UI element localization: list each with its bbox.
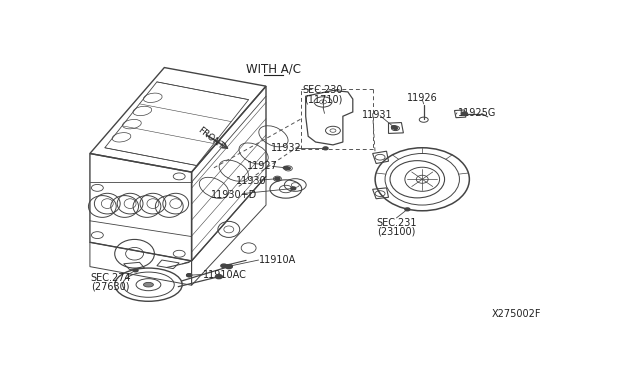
Text: 11910AC: 11910AC — [203, 270, 247, 280]
Text: WITH A/C: WITH A/C — [246, 62, 301, 76]
Text: 11926: 11926 — [407, 93, 438, 103]
Circle shape — [291, 187, 296, 190]
Text: SEC.230: SEC.230 — [303, 86, 343, 96]
Circle shape — [216, 275, 222, 279]
Text: 11930: 11930 — [236, 176, 266, 186]
Text: X275002F: X275002F — [492, 309, 541, 319]
Circle shape — [221, 264, 227, 267]
Text: (23100): (23100) — [377, 227, 415, 236]
Text: 11925G: 11925G — [458, 108, 497, 118]
Circle shape — [394, 127, 397, 129]
Circle shape — [275, 177, 280, 180]
Text: (27630): (27630) — [92, 282, 130, 292]
Text: SEC.274: SEC.274 — [90, 273, 131, 283]
Circle shape — [187, 274, 191, 277]
Text: 11931: 11931 — [362, 110, 393, 120]
Text: 11932: 11932 — [271, 143, 301, 153]
Circle shape — [286, 167, 291, 170]
Circle shape — [133, 269, 138, 272]
Text: (11710): (11710) — [304, 94, 342, 104]
Text: 11910A: 11910A — [259, 255, 296, 265]
Circle shape — [284, 166, 289, 169]
Circle shape — [392, 126, 396, 129]
Text: 11927: 11927 — [247, 161, 278, 171]
Circle shape — [461, 112, 467, 115]
Circle shape — [225, 264, 232, 269]
Circle shape — [323, 147, 328, 150]
Circle shape — [187, 274, 191, 277]
Text: SEC.231: SEC.231 — [376, 218, 417, 228]
Circle shape — [227, 264, 232, 267]
Ellipse shape — [143, 282, 154, 287]
Text: FRONT: FRONT — [196, 126, 225, 151]
Circle shape — [405, 208, 410, 211]
Circle shape — [275, 177, 280, 180]
Text: 11930+D: 11930+D — [211, 190, 257, 200]
